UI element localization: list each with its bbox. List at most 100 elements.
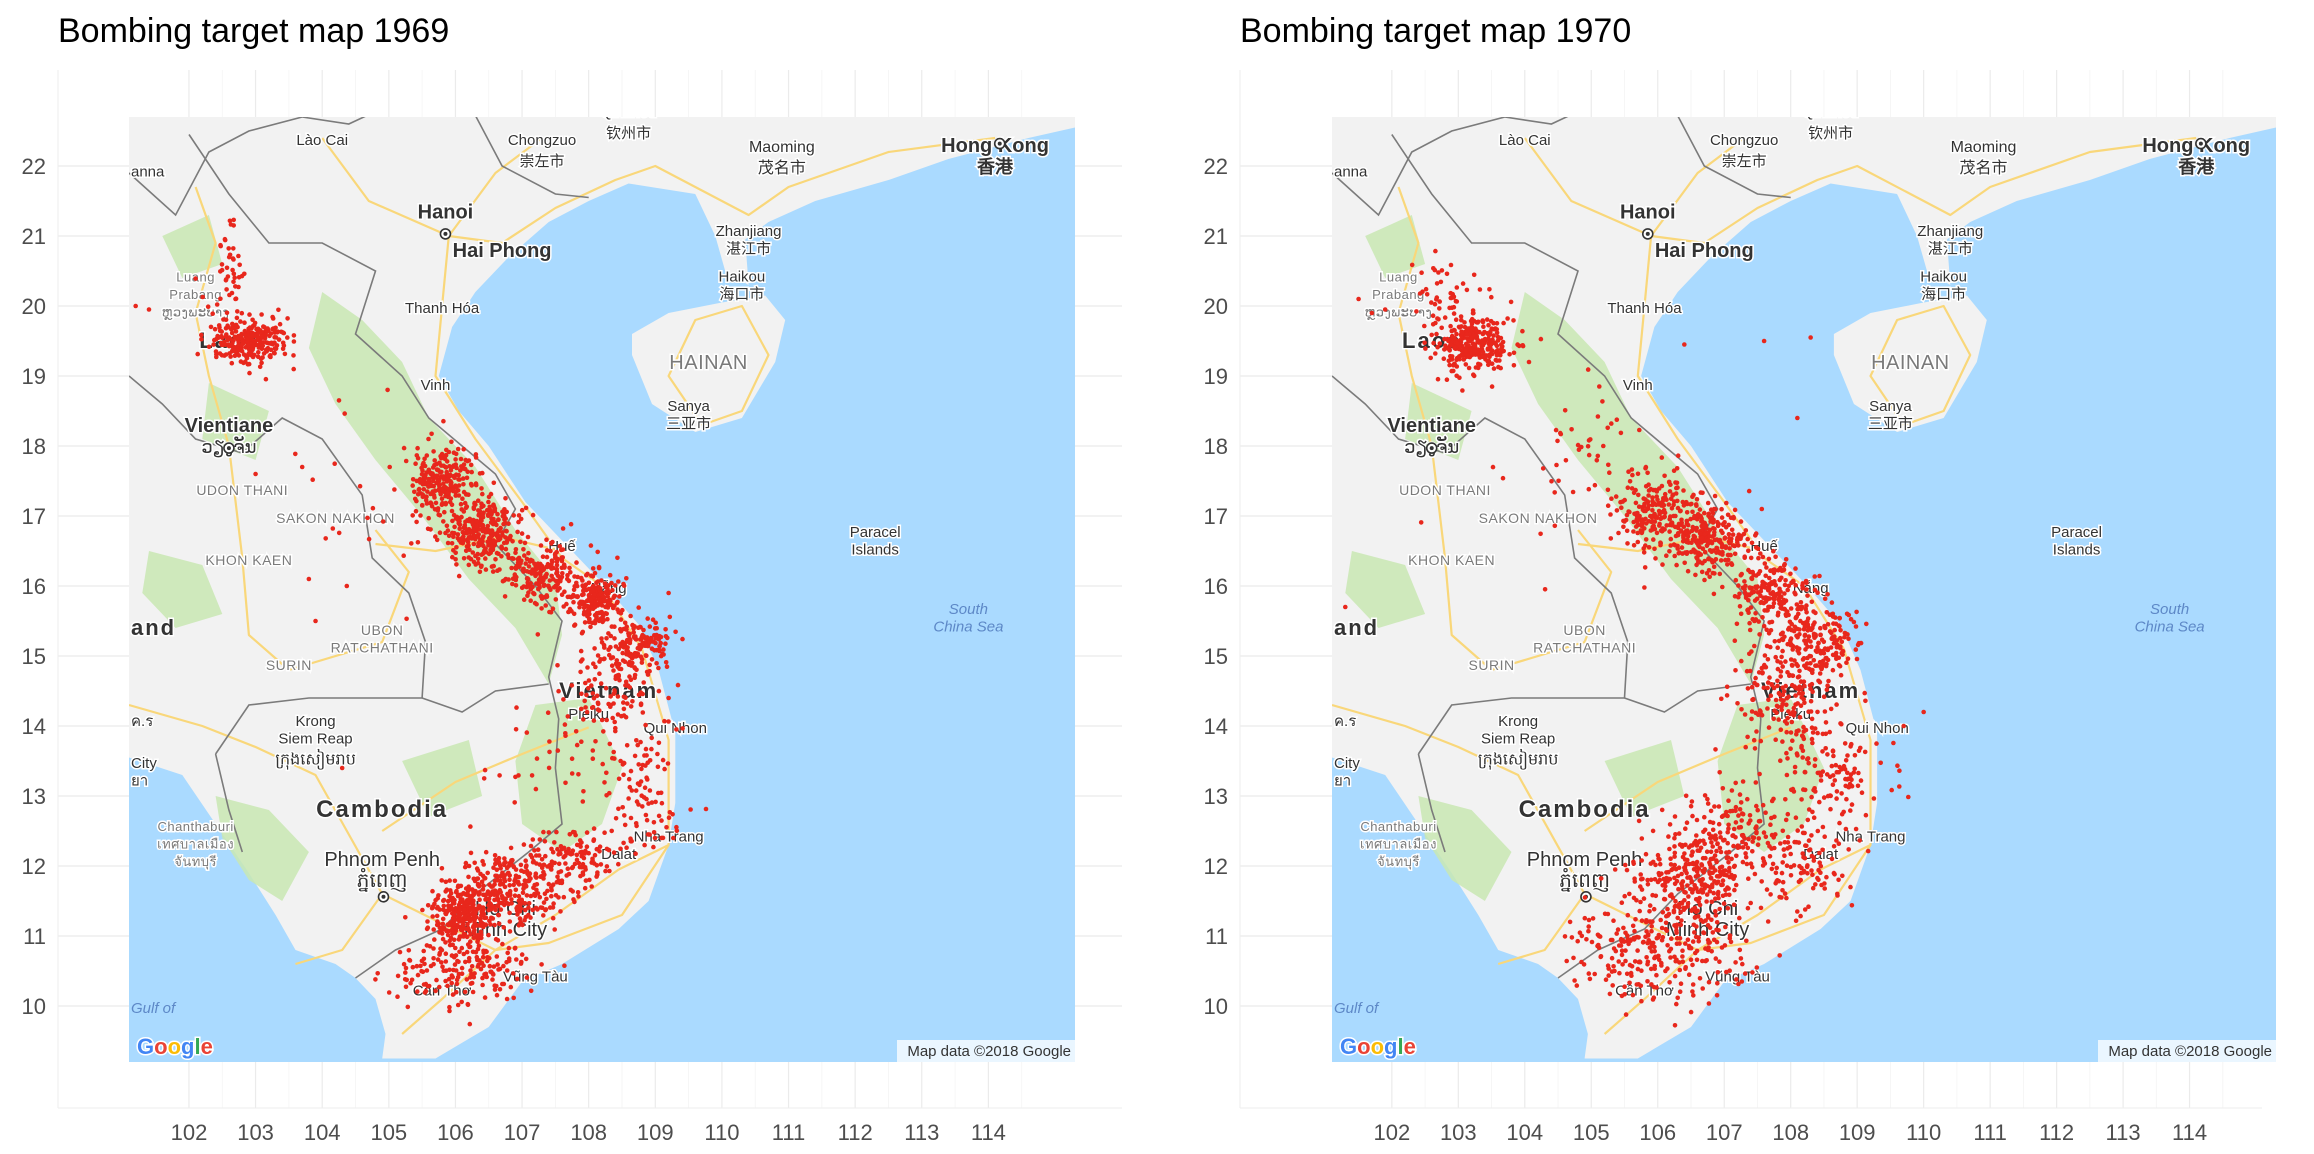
bombing-point <box>439 455 444 461</box>
bombing-point <box>1820 824 1826 830</box>
bombing-point <box>1871 796 1877 801</box>
bombing-point <box>1793 702 1798 707</box>
place-label: HAINAN <box>1871 352 1950 374</box>
bombing-point <box>563 861 568 866</box>
bombing-point <box>1712 804 1717 809</box>
bombing-point <box>1707 574 1712 580</box>
bombing-point <box>1672 850 1678 856</box>
bombing-point <box>645 777 650 782</box>
bombing-point <box>439 866 445 871</box>
bombing-point <box>530 567 535 572</box>
bombing-point <box>242 328 248 334</box>
bombing-point <box>481 510 486 515</box>
bombing-point <box>1783 578 1788 583</box>
bombing-point <box>1700 986 1705 991</box>
bombing-point <box>1489 384 1495 389</box>
bombing-point <box>1639 836 1645 841</box>
bombing-point <box>1716 821 1722 827</box>
bombing-point <box>1782 582 1788 588</box>
bombing-point <box>1844 796 1849 802</box>
capital-marker <box>2195 137 2207 150</box>
bombing-point <box>1786 627 1791 632</box>
bombing-point <box>1491 320 1496 326</box>
bombing-point <box>1469 324 1474 330</box>
bombing-point <box>1476 361 1481 367</box>
bombing-point <box>525 534 531 540</box>
bombing-point <box>445 540 451 546</box>
bombing-point <box>1809 599 1815 605</box>
bombing-point <box>1723 544 1729 549</box>
bombing-point <box>401 445 407 451</box>
bombing-point <box>222 236 228 242</box>
bombing-point <box>604 611 609 617</box>
bombing-point <box>603 604 608 610</box>
bombing-point <box>1695 873 1701 878</box>
bombing-point <box>1804 587 1809 592</box>
leizhou-peninsula <box>1897 187 1971 285</box>
bombing-point <box>1785 609 1790 614</box>
place-label: Krong <box>296 713 336 730</box>
place-label: Cần Thơ <box>1615 983 1674 1000</box>
bombing-point <box>1758 551 1763 556</box>
road <box>381 726 590 832</box>
bombing-point <box>1859 790 1865 795</box>
bombing-point <box>1632 959 1638 964</box>
bombing-point <box>1720 542 1725 548</box>
bombing-point <box>1694 864 1700 870</box>
bombing-point <box>1658 501 1664 506</box>
bombing-point <box>590 691 596 696</box>
bombing-point <box>1767 675 1772 680</box>
bombing-point <box>548 548 553 554</box>
bombing-point <box>1676 886 1681 892</box>
bombing-point <box>461 446 467 452</box>
bombing-point <box>1694 817 1700 823</box>
bombing-point <box>448 496 454 501</box>
bombing-point <box>548 587 553 592</box>
bombing-point <box>1437 306 1442 311</box>
bombing-point <box>1828 645 1834 650</box>
bombing-point <box>1804 610 1809 615</box>
place-label: City <box>131 755 157 772</box>
bombing-point <box>1782 719 1788 724</box>
bombing-point <box>596 565 602 571</box>
bombing-point <box>425 489 430 494</box>
bombing-point <box>1767 575 1772 581</box>
bombing-point <box>1793 566 1798 571</box>
bombing-point <box>1724 684 1730 690</box>
bombing-point <box>1854 656 1860 662</box>
bombing-point <box>1779 654 1784 660</box>
bombing-point <box>1567 919 1573 925</box>
bombing-point <box>1823 720 1829 725</box>
bombing-point <box>1670 492 1676 498</box>
bombing-point <box>1624 528 1630 534</box>
bombing-point <box>1748 861 1754 866</box>
bombing-point <box>1788 638 1793 644</box>
bombing-point <box>1836 623 1841 628</box>
bombing-point <box>1710 844 1715 849</box>
bombing-point <box>521 584 527 589</box>
bombing-point <box>1617 970 1622 976</box>
bombing-point <box>1743 744 1748 750</box>
bombing-point <box>424 494 429 500</box>
bombing-point <box>1432 301 1438 307</box>
bombing-point <box>651 830 657 835</box>
bombing-point <box>1749 865 1755 870</box>
bombing-point <box>556 688 561 694</box>
bombing-point <box>464 504 470 509</box>
place-label: UBON <box>361 622 403 638</box>
bombing-point <box>532 891 537 897</box>
bombing-point <box>1463 362 1469 367</box>
bombing-point <box>1638 899 1643 905</box>
bombing-point <box>1701 930 1706 935</box>
bombing-point <box>1705 538 1711 543</box>
road <box>1650 137 1745 237</box>
bombing-point <box>634 667 639 673</box>
road <box>618 844 670 871</box>
bombing-point <box>1430 322 1436 327</box>
bombing-point <box>483 922 489 927</box>
bombing-point <box>584 692 589 698</box>
bombing-point <box>1791 705 1797 711</box>
bombing-point <box>1734 621 1740 627</box>
bombing-point <box>273 346 279 352</box>
bombing-point <box>597 708 602 713</box>
